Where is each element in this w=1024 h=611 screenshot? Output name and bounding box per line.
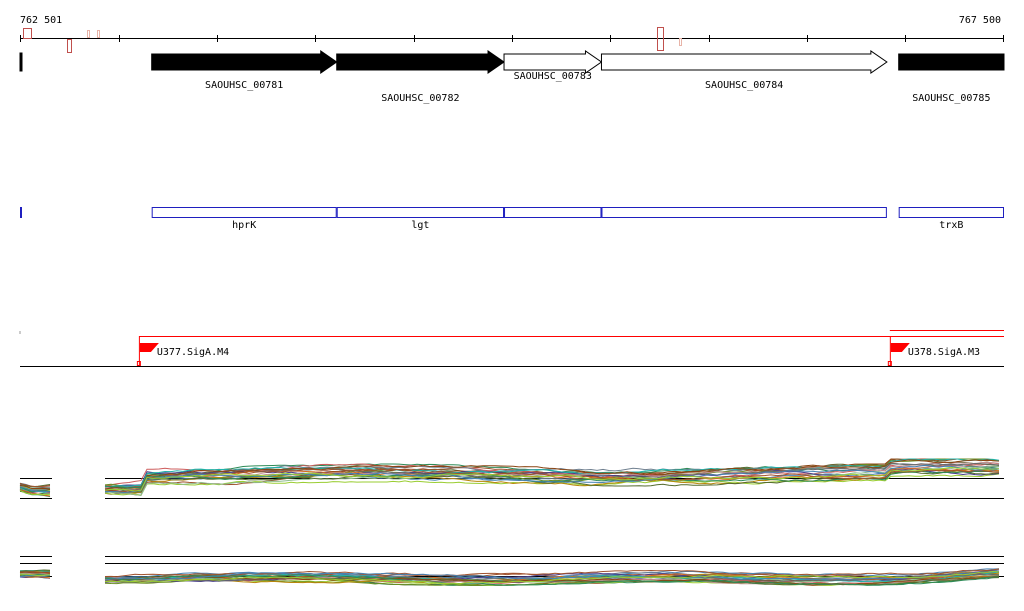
expression-profile-line <box>105 464 1000 494</box>
expression-profile-line <box>104 473 1000 496</box>
expression-profile-line <box>104 570 1000 585</box>
promoter-marker[interactable]: U377.SigA.M4 <box>136 336 1004 366</box>
gene-label: SAOUHSC_00785 <box>912 93 990 104</box>
expression-profile-line <box>104 458 1000 488</box>
expression-profile-line <box>19 573 51 577</box>
expression-profile-line <box>104 468 1000 493</box>
promoter-label: U377.SigA.M4 <box>157 347 229 358</box>
feature-label: trxB <box>939 220 963 231</box>
ruler-marker-faint <box>87 30 90 38</box>
expression-profile-line <box>19 569 51 572</box>
feature-label: hprK <box>232 220 256 231</box>
feature-track: hprK lgt trxB <box>20 207 1004 231</box>
expression-profile-line <box>19 489 51 496</box>
expression-profile-line <box>19 483 51 488</box>
expression-profile-line <box>19 484 51 490</box>
ruler-marker <box>67 39 72 53</box>
feature-box[interactable] <box>151 207 337 218</box>
expression-profile-line <box>104 570 1000 581</box>
feature-box[interactable] <box>898 207 1004 218</box>
ruler-start-label: 762 501 <box>20 15 62 26</box>
gene-label: SAOUHSC_00784 <box>705 80 783 91</box>
promoter-anchor <box>887 361 892 366</box>
promoter-flag <box>139 343 159 352</box>
promoter-track: U377.SigA.M4 U378.SigA.M3 <box>19 330 1004 367</box>
expression-profile-line <box>104 573 1000 584</box>
expression-profile-line <box>19 572 50 575</box>
ruler-marker <box>23 28 32 39</box>
ruler-marker-faint <box>679 38 682 46</box>
coordinate-ruler: 762 501 767 500 <box>20 15 1004 53</box>
feature-label: lgt <box>411 220 429 231</box>
expression-profile-track-upper <box>19 458 1004 499</box>
ruler-marker <box>657 27 664 51</box>
gene-arrow[interactable] <box>151 50 338 74</box>
expression-profile-line <box>104 466 1000 492</box>
expression-profile-line <box>104 459 1000 490</box>
ruler-marker-faint <box>97 30 100 38</box>
expression-profile-line <box>104 469 1000 494</box>
expression-profile-line <box>19 489 51 497</box>
gene-label: SAOUHSC_00782 <box>381 93 459 104</box>
feature-box[interactable] <box>20 207 22 218</box>
gene-arrow[interactable] <box>19 52 23 72</box>
promoter-marker[interactable]: U378.SigA.M3 <box>887 330 1004 366</box>
ruler-end-label: 767 500 <box>959 15 1001 26</box>
gene-arrow[interactable] <box>600 50 888 74</box>
expression-profile-line <box>104 574 999 586</box>
gene-label: SAOUHSC_00781 <box>205 80 283 91</box>
promoter-flag <box>890 343 910 352</box>
feature-box[interactable] <box>601 207 887 218</box>
expression-profile-line <box>19 486 51 493</box>
gene-arrow[interactable] <box>898 53 1005 71</box>
gene-label: SAOUHSC_00783 <box>514 71 592 82</box>
promoter-label: U378.SigA.M3 <box>908 347 980 358</box>
gene-track: SAOUHSC_00781 SAOUHSC_00782 SAOUHSC_00783 S… <box>19 50 1005 104</box>
expression-profile-line <box>19 571 51 575</box>
gene-arrow[interactable] <box>503 50 603 74</box>
promoter-anchor <box>136 361 141 366</box>
gene-arrow[interactable] <box>336 50 505 74</box>
expression-profile-track-lower <box>19 556 1004 587</box>
feature-box[interactable] <box>336 207 505 218</box>
feature-box[interactable] <box>504 207 602 218</box>
